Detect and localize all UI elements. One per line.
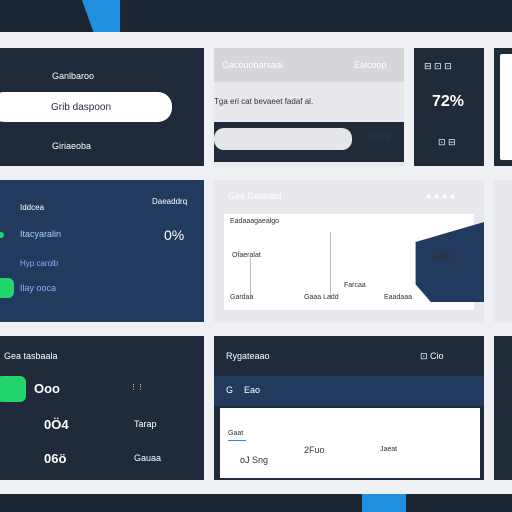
panel-table-tab-label[interactable]: GBaC <box>432 251 457 261</box>
panel-table: Gea Gelaraol ● ● ● ● Eadaaagaealgo Ofaer… <box>214 180 484 322</box>
panel-message-header-right: Ealcoop <box>354 60 387 70</box>
list-item-4[interactable]: Ilay ooca <box>20 283 57 293</box>
panel-message-header <box>214 48 404 82</box>
panel-percent: ⊟ ⊡ ⊡ 72% ⊡ ⊟ <box>414 48 484 166</box>
list-item-1[interactable]: Iddcea <box>20 203 45 212</box>
panel-summary-header-right[interactable]: ⊡ Cio <box>420 351 444 361</box>
panel-edge-top <box>494 48 512 166</box>
panel-percent-icons-bottom[interactable]: ⊡ ⊟ <box>438 137 456 147</box>
panel-percent-icons[interactable]: ⊟ ⊡ ⊡ <box>424 61 452 71</box>
panel-summary-subheader <box>214 376 484 406</box>
table-card-col-1: Gardaa <box>230 294 254 301</box>
values-row-2: 0Ö4 <box>44 417 69 432</box>
values-row-1-icons: ⋮⋮ <box>130 384 144 391</box>
summary-card-col-1: oJ Sng <box>240 455 269 465</box>
panel-account: Ganlbaroo Grib daspoon Giriaeoba <box>0 48 204 166</box>
panel-summary-card: Gaat oJ Sng 2Fuo Jaeat <box>220 408 480 478</box>
panel-table-header-icons[interactable]: ● ● ● ● <box>426 191 456 201</box>
panel-table-header: Gea Gelaraol <box>228 191 282 201</box>
panel-values: Gea tasbaala Ooo ⋮⋮ 0Ö4 Tarap 06ö Gauaa <box>0 336 204 480</box>
values-row-2-right: Tarap <box>134 419 157 429</box>
account-action-button[interactable]: Grib daspoon <box>0 92 172 122</box>
list-item-4-toggle[interactable] <box>0 278 14 298</box>
list-item-3[interactable]: Hyp carolb <box>20 259 59 268</box>
values-row-3-right: Gauaa <box>134 453 162 463</box>
top-bar <box>0 0 512 32</box>
values-row-1: Ooo <box>34 381 60 396</box>
list-item-2[interactable]: Itacyaralin <box>20 229 62 239</box>
summary-card-col-2: 2Fuo <box>304 445 325 455</box>
panel-message: Gacouobarsaal Ealcoop Tga eri cat bevaee… <box>214 48 404 166</box>
panel-message-body: Tga eri cat bevaeet fadaf al. <box>214 97 314 106</box>
table-card-divider-1 <box>250 258 251 298</box>
table-card-sub: Ofaeralat <box>232 252 261 259</box>
panel-account-title: Ganlbaroo <box>52 71 95 81</box>
panel-edge-bottom <box>494 336 512 480</box>
list-item-2-indicator <box>0 232 4 238</box>
summary-card-col-3: Jaeat <box>380 446 398 453</box>
panel-summary-title: Rygateaao <box>226 351 270 361</box>
summary-card-underline <box>228 440 246 441</box>
values-row-3: 06ö <box>44 451 67 466</box>
panel-summary: Rygateaao ⊡ Cio G Eao Gaat oJ Sng 2Fuo J… <box>214 336 484 480</box>
table-card-divider-2 <box>330 232 331 298</box>
bottom-bar <box>0 494 512 512</box>
values-row-1-toggle[interactable] <box>0 376 26 402</box>
top-bar-accent <box>82 0 120 32</box>
table-card-col-mid: Farcaa <box>344 282 366 289</box>
table-card-title: Eadaaagaealgo <box>230 218 280 225</box>
panel-list-label-top-right: Daeaddrq <box>152 197 188 206</box>
bottom-bar-accent <box>362 494 406 512</box>
panel-summary-sub-icon: G <box>226 385 234 395</box>
message-progress-bar[interactable] <box>214 128 352 150</box>
table-card-col-2: Gaaa Ladd <box>304 294 339 301</box>
table-card-col-3: Eaadaaa <box>384 294 413 301</box>
panel-summary-sub-label: Eao <box>244 385 261 395</box>
panel-list: Daeaddrq Iddcea Itacyaralin 0% Hyp carol… <box>0 180 204 322</box>
panel-values-title: Gea tasbaala <box>4 351 58 361</box>
panel-edge-middle <box>494 180 512 322</box>
panel-account-footer[interactable]: Giriaeoba <box>52 141 92 151</box>
panel-message-title: Gacouobarsaal <box>222 60 284 70</box>
panel-edge-top-card <box>500 54 512 160</box>
summary-card-label: Gaat <box>228 430 244 437</box>
panel-percent-value: 72% <box>432 93 465 110</box>
panel-list-percent: 0% <box>164 227 185 243</box>
panel-message-value: 2ЯЭ <box>368 131 390 143</box>
